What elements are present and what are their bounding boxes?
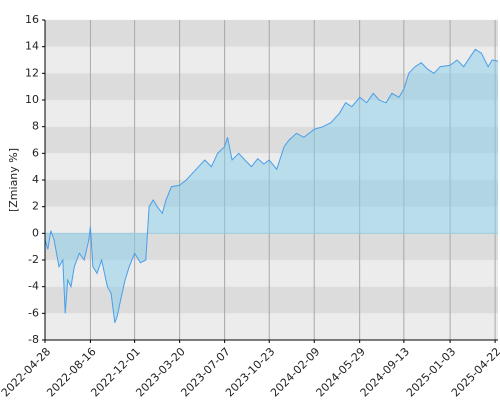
y-tick-label: -6 [28,306,39,319]
y-tick-label: 16 [25,13,39,26]
y-tick-label: -4 [28,280,39,293]
y-tick-label: 12 [25,66,39,79]
y-tick-label: -2 [28,253,39,266]
y-tick-label: -8 [28,333,39,346]
y-tick-label: 14 [25,40,39,53]
band [45,46,498,74]
line [44,48,499,323]
y-tick-label: 10 [25,93,39,106]
y-tick-label: 8 [32,120,39,133]
area [45,49,498,323]
y-tick-label: 2 [32,200,39,213]
y-axis-label: [Zmiany %] [7,148,20,212]
y-tick-label: 0 [32,226,39,239]
band [45,20,498,47]
y-tick-label: 6 [32,146,39,159]
band [45,313,498,340]
y-tick-label: 4 [32,173,39,186]
